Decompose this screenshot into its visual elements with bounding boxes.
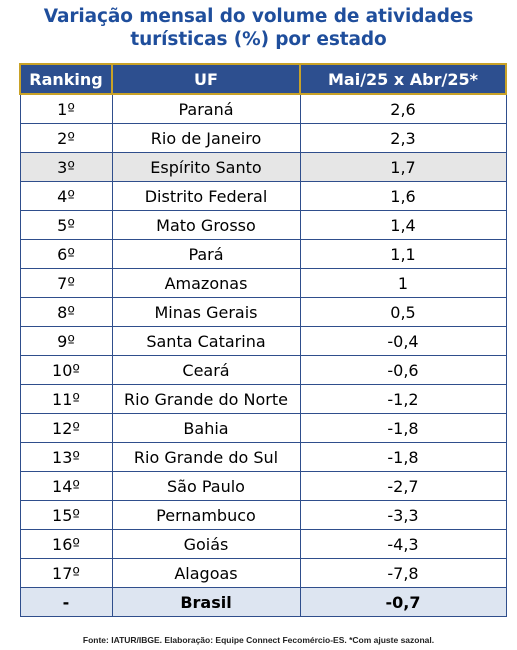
uf-cell: Paraná: [111, 93, 301, 124]
value-cell: 1,1: [299, 239, 507, 269]
rank-cell: 5º: [19, 210, 113, 240]
uf-cell: São Paulo: [111, 471, 301, 501]
chart-title-line-2: turísticas (%) por estado: [130, 29, 387, 50]
rank-cell: 13º: [19, 442, 113, 472]
total-row: - Brasil -0,7: [19, 587, 507, 617]
total-uf-cell: Brasil: [111, 587, 301, 617]
uf-cell: Mato Grosso: [111, 210, 301, 240]
value-cell: -2,7: [299, 471, 507, 501]
value-cell: 2,6: [299, 93, 507, 124]
uf-cell: Amazonas: [111, 268, 301, 298]
value-cell: -7,8: [299, 558, 507, 588]
table-row: 14º São Paulo -2,7: [19, 471, 507, 501]
table-row: 11º Rio Grande do Norte -1,2: [19, 384, 507, 414]
table-row: 9º Santa Catarina -0,4: [19, 326, 507, 356]
header-variation: Mai/25 x Abr/25*: [299, 63, 507, 95]
table-row: 12º Bahia -1,8: [19, 413, 507, 443]
rank-cell: 12º: [19, 413, 113, 443]
value-cell: -1,8: [299, 442, 507, 472]
table-row: 2º Rio de Janeiro 2,3: [19, 123, 507, 153]
source-note: Fonte: IATUR/IBGE. Elaboração: Equipe Co…: [82, 635, 435, 645]
header-uf: UF: [111, 63, 301, 95]
table-row: 4º Distrito Federal 1,6: [19, 181, 507, 211]
value-cell: 1: [299, 268, 507, 298]
total-rank-cell: -: [19, 587, 113, 617]
uf-cell: Rio Grande do Norte: [111, 384, 301, 414]
value-cell: 1,7: [299, 152, 507, 182]
table-body: 1º Paraná 2,6 2º Rio de Janeiro 2,3 3º Espírito…: [19, 93, 507, 617]
rank-cell: 15º: [19, 500, 113, 530]
rank-cell: 7º: [19, 268, 113, 298]
uf-cell: Pará: [111, 239, 301, 269]
chart-title-line-1: Variação mensal do volume de atividades: [43, 6, 474, 27]
rank-cell: 11º: [19, 384, 113, 414]
rank-cell: 9º: [19, 326, 113, 356]
uf-cell: Minas Gerais: [111, 297, 301, 327]
rank-cell: 16º: [19, 529, 113, 559]
table-row: 13º Rio Grande do Sul -1,8: [19, 442, 507, 472]
table-row: 15º Pernambuco -3,3: [19, 500, 507, 530]
value-cell: -0,6: [299, 355, 507, 385]
value-cell: 0,5: [299, 297, 507, 327]
rank-cell: 14º: [19, 471, 113, 501]
table-row: 16º Goiás -4,3: [19, 529, 507, 559]
table-row: 10º Ceará -0,6: [19, 355, 507, 385]
rank-cell: 4º: [19, 181, 113, 211]
header-ranking: Ranking: [19, 63, 113, 95]
uf-cell: Rio de Janeiro: [111, 123, 301, 153]
value-cell: 1,4: [299, 210, 507, 240]
table-row: 5º Mato Grosso 1,4: [19, 210, 507, 240]
uf-cell: Espírito Santo: [111, 152, 301, 182]
header-row: Ranking UF Mai/25 x Abr/25*: [19, 63, 507, 95]
uf-cell: Santa Catarina: [111, 326, 301, 356]
value-cell: -1,2: [299, 384, 507, 414]
uf-cell: Distrito Federal: [111, 181, 301, 211]
value-cell: -3,3: [299, 500, 507, 530]
uf-cell: Alagoas: [111, 558, 301, 588]
rank-cell: 17º: [19, 558, 113, 588]
value-cell: 1,6: [299, 181, 507, 211]
rank-cell: 6º: [19, 239, 113, 269]
value-cell: -4,3: [299, 529, 507, 559]
table-row: 7º Amazonas 1: [19, 268, 507, 298]
table-header: Ranking UF Mai/25 x Abr/25*: [19, 63, 507, 95]
rank-cell: 10º: [19, 355, 113, 385]
rank-cell: 8º: [19, 297, 113, 327]
table-row: 6º Pará 1,1: [19, 239, 507, 269]
chart-title: Variação mensal do volume de atividades …: [0, 5, 517, 51]
uf-cell: Goiás: [111, 529, 301, 559]
table-row: 17º Alagoas -7,8: [19, 558, 507, 588]
value-cell: -1,8: [299, 413, 507, 443]
value-cell: -0,4: [299, 326, 507, 356]
uf-cell: Ceará: [111, 355, 301, 385]
uf-cell: Pernambuco: [111, 500, 301, 530]
value-cell: 2,3: [299, 123, 507, 153]
uf-cell: Bahia: [111, 413, 301, 443]
rank-cell: 2º: [19, 123, 113, 153]
table-row: 1º Paraná 2,6: [19, 93, 507, 124]
table-row: 3º Espírito Santo 1,7: [19, 152, 507, 182]
ranking-table: Ranking UF Mai/25 x Abr/25* 1º Paraná 2,6 2…: [19, 63, 507, 617]
table-row: 8º Minas Gerais 0,5: [19, 297, 507, 327]
rank-cell: 3º: [19, 152, 113, 182]
rank-cell: 1º: [19, 93, 113, 124]
total-value-cell: -0,7: [299, 587, 507, 617]
uf-cell: Rio Grande do Sul: [111, 442, 301, 472]
